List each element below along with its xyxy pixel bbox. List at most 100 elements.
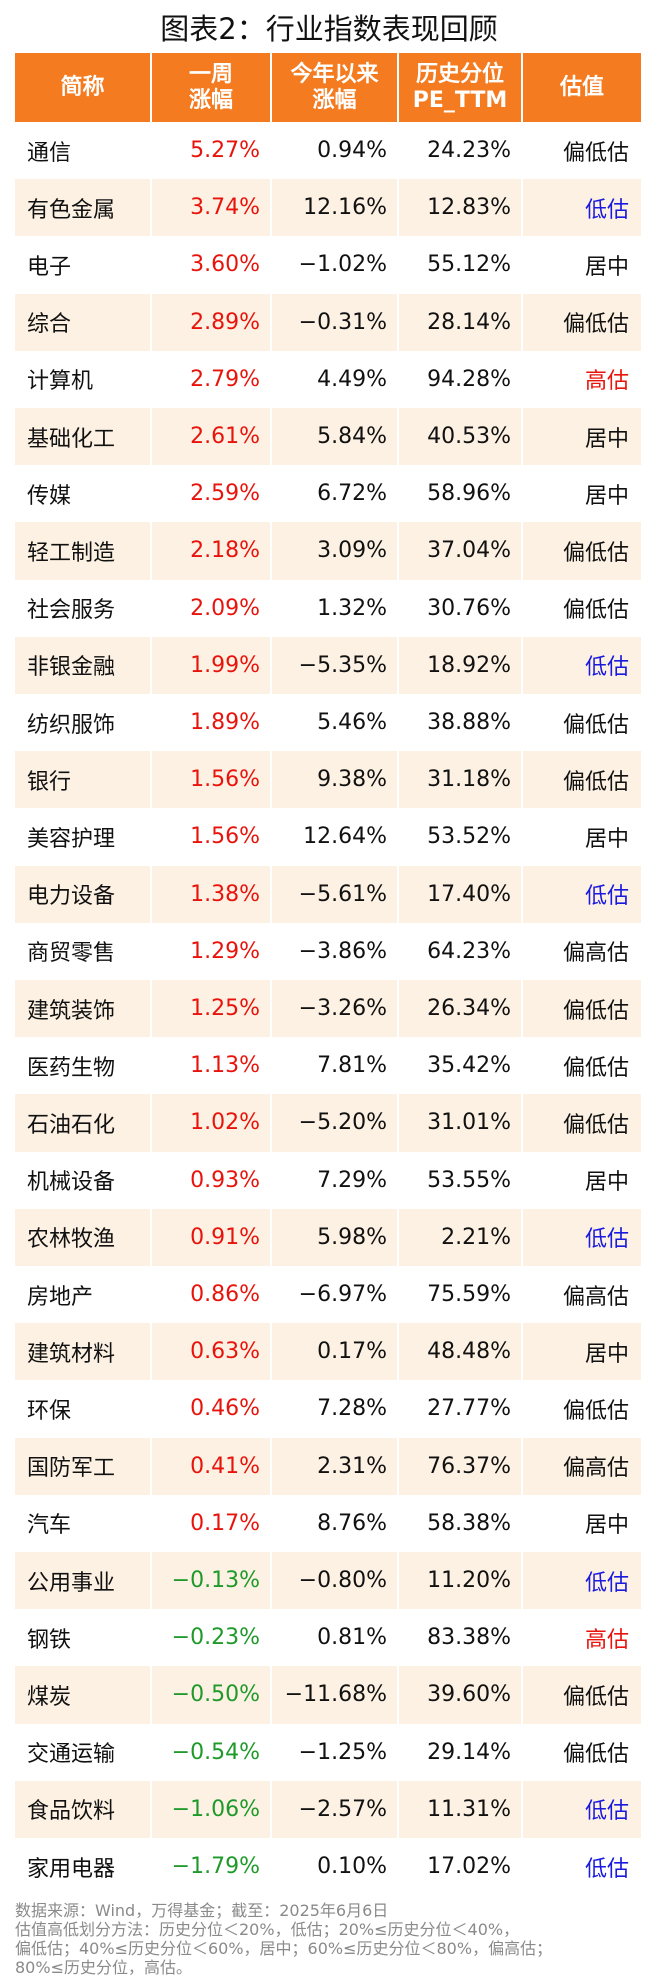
value-cell: 6.72% [272,465,399,523]
value-cell: 76.37% [399,1437,523,1495]
value-cell: −1.02% [272,236,399,294]
valuation: 偏高估 [523,922,643,980]
value-cell: −6.97% [272,1266,399,1324]
industry-name: 医药生物 [15,1037,152,1095]
valuation: 居中 [523,1151,643,1209]
industry-name: 汽车 [15,1494,152,1552]
footnote: 80%≤历史分位，高估。 [15,1958,192,1978]
valuation: 偏低估 [523,1037,643,1095]
value-cell: 5.46% [272,694,399,752]
value-cell: 1.32% [272,579,399,637]
header-text: 估值 [559,74,604,100]
header-text: 历史分位 [415,61,504,87]
valuation: 偏低估 [523,694,643,752]
value-cell: 75.59% [399,1266,523,1324]
value-cell: 38.88% [399,694,523,752]
valuation: 偏低估 [523,122,643,180]
header-text: 涨幅 [188,87,233,113]
industry-name: 机械设备 [15,1151,152,1209]
value-cell: 0.93% [152,1151,272,1209]
value-cell: 55.12% [399,236,523,294]
value-cell: 7.28% [272,1380,399,1438]
value-cell: 0.86% [152,1266,272,1324]
header-text: 简称 [60,74,105,100]
value-cell: −0.23% [152,1609,272,1667]
industry-name: 煤炭 [15,1666,152,1724]
value-cell: 24.23% [399,122,523,180]
value-cell: 2.21% [399,1208,523,1266]
industry-name: 电力设备 [15,865,152,923]
value-cell: −5.35% [272,636,399,694]
industry-name: 银行 [15,751,152,809]
value-cell: 0.63% [152,1323,272,1381]
value-cell: 7.81% [272,1037,399,1095]
value-cell: 0.46% [152,1380,272,1438]
value-cell: 5.27% [152,122,272,180]
header-text: 今年以来 [290,61,379,87]
value-cell: 1.02% [152,1094,272,1152]
valuation: 低估 [523,636,643,694]
header-cell: 估值 [523,53,643,122]
value-cell: −5.20% [272,1094,399,1152]
valuation: 偏低估 [523,579,643,637]
header-text: 涨幅 [312,87,357,113]
value-cell: −2.57% [272,1780,399,1838]
valuation: 偏高估 [523,1437,643,1495]
value-cell: 18.92% [399,636,523,694]
value-cell: −0.13% [152,1552,272,1610]
value-cell: 1.38% [152,865,272,923]
value-cell: 26.34% [399,980,523,1038]
valuation: 偏低估 [523,980,643,1038]
header-cell: 今年以来 涨幅 [272,53,399,122]
value-cell: 1.25% [152,980,272,1038]
valuation: 偏高估 [523,1266,643,1324]
valuation: 居中 [523,808,643,866]
industry-name: 环保 [15,1380,152,1438]
industry-name: 商贸零售 [15,922,152,980]
value-cell: −0.80% [272,1552,399,1610]
value-cell: 0.91% [152,1208,272,1266]
header-cell: 历史分位 PE_TTM [399,53,523,122]
value-cell: 2.59% [152,465,272,523]
value-cell: 2.09% [152,579,272,637]
value-cell: 29.14% [399,1723,523,1781]
value-cell: 27.77% [399,1380,523,1438]
value-cell: 0.41% [152,1437,272,1495]
industry-name: 房地产 [15,1266,152,1324]
industry-name: 计算机 [15,350,152,408]
valuation: 高估 [523,1609,643,1667]
value-cell: 1.13% [152,1037,272,1095]
value-cell: 0.10% [272,1838,399,1896]
valuation: 偏低估 [523,293,643,351]
value-cell: 1.56% [152,751,272,809]
header-text: 一周 [188,61,233,87]
header-cell: 简称 [15,53,152,122]
value-cell: 83.38% [399,1609,523,1667]
valuation: 偏低估 [523,1723,643,1781]
header-cell: 一周 涨幅 [152,53,272,122]
value-cell: 2.79% [152,350,272,408]
header-text: PE_TTM [412,87,508,113]
valuation: 低估 [523,1838,643,1896]
value-cell: 0.94% [272,122,399,180]
value-cell: 2.61% [152,408,272,466]
value-cell: 37.04% [399,522,523,580]
value-cell: 3.74% [152,179,272,237]
industry-name: 电子 [15,236,152,294]
value-cell: 53.52% [399,808,523,866]
industry-name: 建筑材料 [15,1323,152,1381]
value-cell: −5.61% [272,865,399,923]
valuation: 居中 [523,408,643,466]
industry-name: 轻工制造 [15,522,152,580]
footnote: 偏低估；40%≤历史分位＜60%，居中；60%≤历史分位＜80%，偏高估； [15,1939,553,1959]
valuation: 偏低估 [523,1666,643,1724]
value-cell: 2.31% [272,1437,399,1495]
value-cell: 7.29% [272,1151,399,1209]
value-cell: 53.55% [399,1151,523,1209]
industry-name: 传媒 [15,465,152,523]
value-cell: 35.42% [399,1037,523,1095]
value-cell: 1.89% [152,694,272,752]
value-cell: 12.64% [272,808,399,866]
value-cell: 4.49% [272,350,399,408]
